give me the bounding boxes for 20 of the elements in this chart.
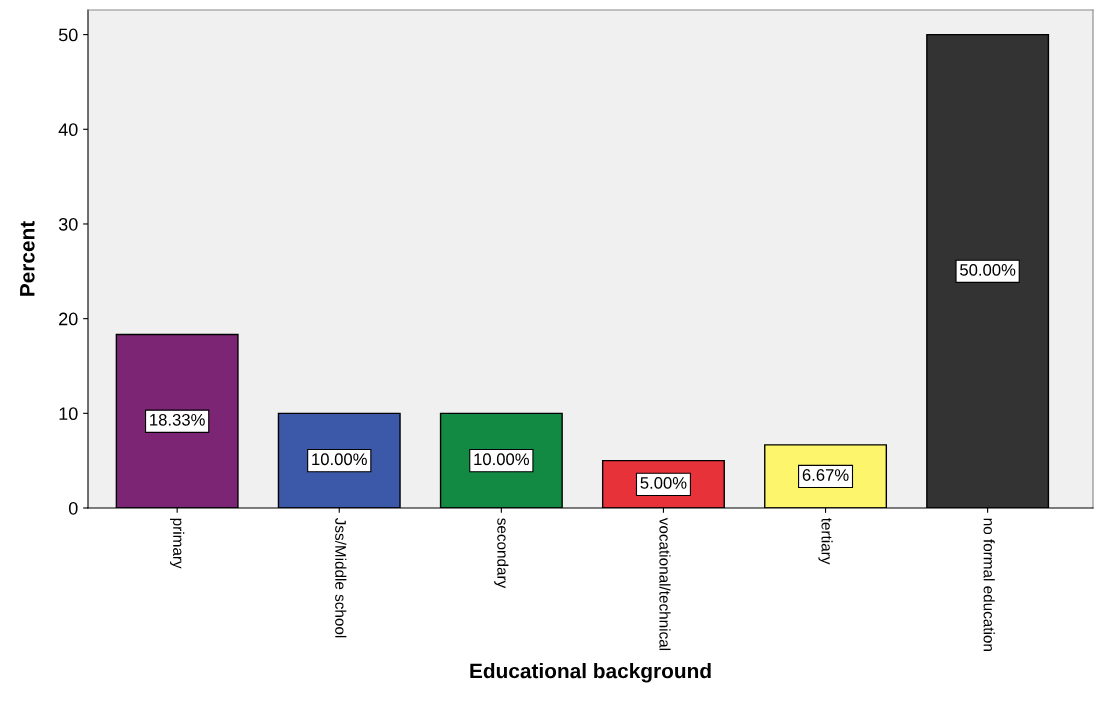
y-tick-label: 0 (68, 501, 78, 515)
y-axis-title: Percent (20, 221, 35, 296)
data-label: 18.33% (150, 413, 205, 426)
data-label: 6.67% (802, 469, 849, 481)
y-tick-label: 50 (58, 28, 78, 42)
x-tick-label: primary (170, 518, 185, 569)
x-axis-title: Educational background (470, 663, 711, 683)
x-tick-label: tertiary (818, 517, 833, 565)
data-label: 5.00% (640, 477, 687, 489)
y-tick-label: 20 (59, 312, 78, 326)
data-label: 10.00% (312, 453, 367, 466)
data-label: 10.00% (474, 453, 530, 466)
y-tick-label: 10 (59, 407, 78, 421)
y-tick-label: 40 (58, 123, 78, 137)
x-tick-label: no formal education (983, 518, 995, 651)
y-tick-label: 30 (58, 217, 78, 231)
data-label: 50.00% (960, 263, 1016, 276)
x-tick-label: Jss/Middle school (335, 517, 347, 638)
x-tick-label: vocational/technical (659, 517, 671, 651)
x-tick-label: secondary (494, 518, 509, 589)
